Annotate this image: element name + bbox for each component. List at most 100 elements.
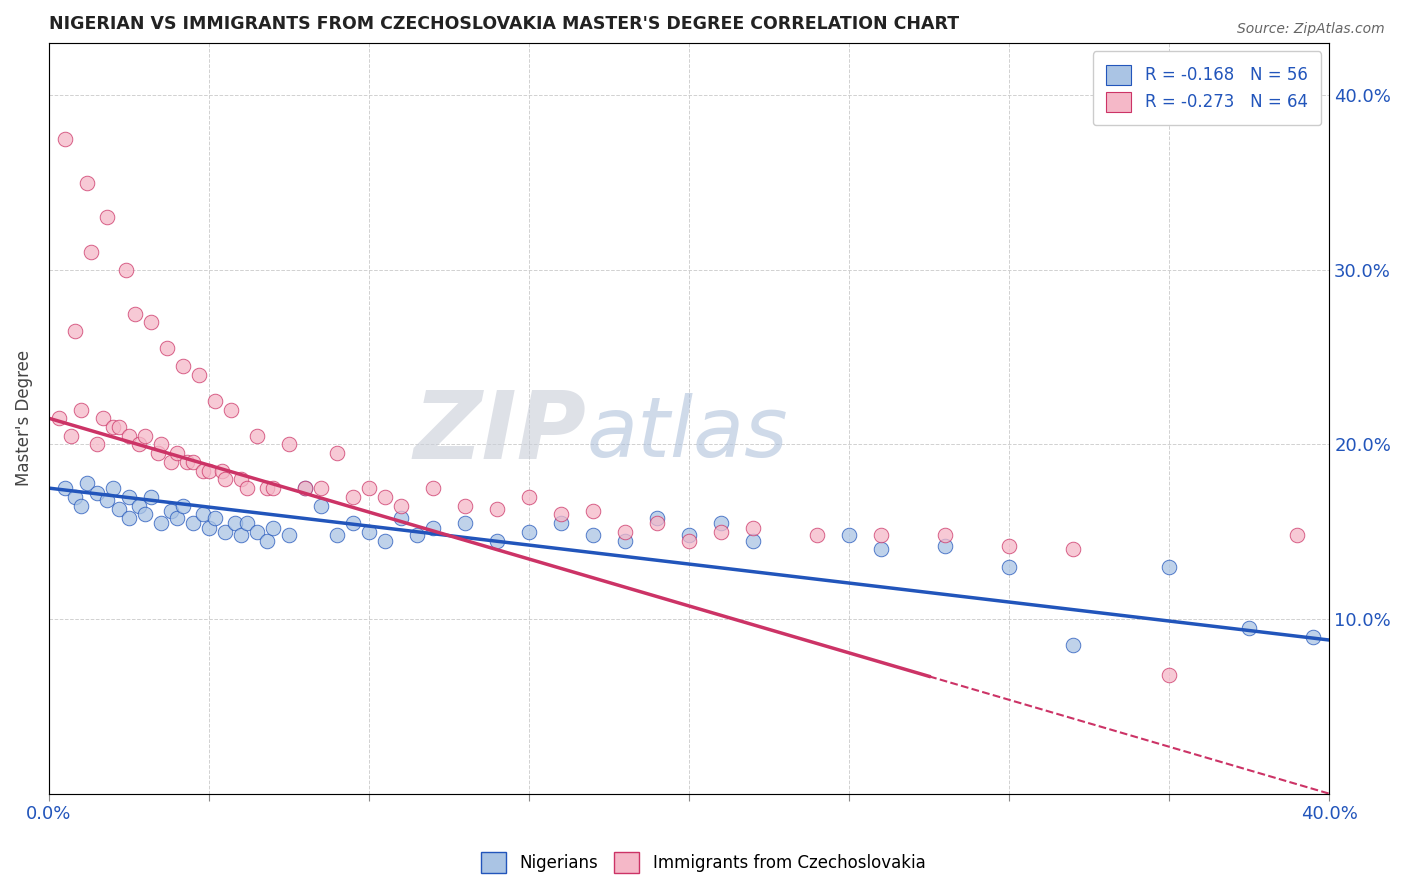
Point [389, 510, 412, 524]
Point [118, 490, 141, 504]
Point [389, 499, 412, 513]
Point [101, 420, 124, 434]
Point [128, 499, 150, 513]
Point [229, 528, 252, 542]
Point [159, 504, 181, 518]
Point [181, 455, 204, 469]
Point [172, 499, 194, 513]
Point [134, 428, 156, 442]
Point [256, 533, 278, 548]
Point [870, 542, 893, 557]
Point [278, 528, 301, 542]
Point [141, 490, 163, 504]
Legend: R = -0.168   N = 56, R = -0.273   N = 64: R = -0.168 N = 56, R = -0.273 N = 64 [1092, 51, 1320, 125]
Point [998, 539, 1021, 553]
Point [118, 428, 141, 442]
Point [1302, 630, 1324, 644]
Point [246, 428, 269, 442]
Point [326, 446, 349, 460]
Point [188, 368, 211, 382]
Point [53, 481, 76, 495]
Point [486, 502, 509, 516]
Point [150, 516, 173, 530]
Point [294, 481, 316, 495]
Point [1239, 621, 1261, 635]
Text: NIGERIAN VS IMMIGRANTS FROM CZECHOSLOVAKIA MASTER'S DEGREE CORRELATION CHART: NIGERIAN VS IMMIGRANTS FROM CZECHOSLOVAK… [49, 15, 959, 33]
Point [678, 528, 700, 542]
Point [742, 521, 765, 535]
Point [108, 420, 131, 434]
Point [256, 481, 278, 495]
Point [166, 510, 188, 524]
Point [198, 464, 221, 478]
Point [128, 437, 150, 451]
Point [998, 559, 1021, 574]
Point [156, 342, 179, 356]
Point [53, 132, 76, 146]
Point [934, 528, 956, 542]
Point [806, 528, 828, 542]
Point [645, 516, 668, 530]
Point [63, 324, 86, 338]
Point [342, 516, 364, 530]
Point [211, 464, 233, 478]
Point [1159, 668, 1181, 682]
Point [582, 504, 605, 518]
Point [70, 499, 93, 513]
Point [454, 516, 477, 530]
Point [517, 490, 540, 504]
Y-axis label: Master's Degree: Master's Degree [15, 351, 32, 486]
Text: ZIP: ZIP [413, 387, 586, 479]
Point [191, 508, 214, 522]
Text: Source: ZipAtlas.com: Source: ZipAtlas.com [1237, 22, 1385, 37]
Point [221, 402, 243, 417]
Point [710, 524, 733, 539]
Point [342, 490, 364, 504]
Point [214, 524, 236, 539]
Point [96, 211, 118, 225]
Point [294, 481, 316, 495]
Point [63, 490, 86, 504]
Point [181, 516, 204, 530]
Point [262, 521, 284, 535]
Point [406, 528, 429, 542]
Point [108, 502, 131, 516]
Text: atlas: atlas [586, 392, 789, 474]
Point [374, 533, 396, 548]
Point [70, 402, 93, 417]
Point [614, 533, 637, 548]
Point [146, 446, 169, 460]
Point [1062, 638, 1084, 652]
Point [118, 510, 141, 524]
Point [517, 524, 540, 539]
Point [550, 516, 572, 530]
Point [236, 516, 259, 530]
Point [134, 508, 156, 522]
Point [150, 437, 173, 451]
Point [93, 411, 115, 425]
Point [550, 508, 572, 522]
Point [86, 486, 108, 500]
Point [166, 446, 188, 460]
Point [309, 499, 332, 513]
Point [1159, 559, 1181, 574]
Point [86, 437, 108, 451]
Point [76, 176, 98, 190]
Point [176, 455, 198, 469]
Point [710, 516, 733, 530]
Point [934, 539, 956, 553]
Point [645, 510, 668, 524]
Point [1286, 528, 1309, 542]
Point [309, 481, 332, 495]
Point [76, 475, 98, 490]
Point [224, 516, 246, 530]
Point [838, 528, 860, 542]
Point [246, 524, 269, 539]
Point [422, 521, 444, 535]
Point [124, 306, 146, 320]
Point [278, 437, 301, 451]
Point [96, 493, 118, 508]
Point [614, 524, 637, 539]
Point [454, 499, 477, 513]
Point [172, 359, 194, 373]
